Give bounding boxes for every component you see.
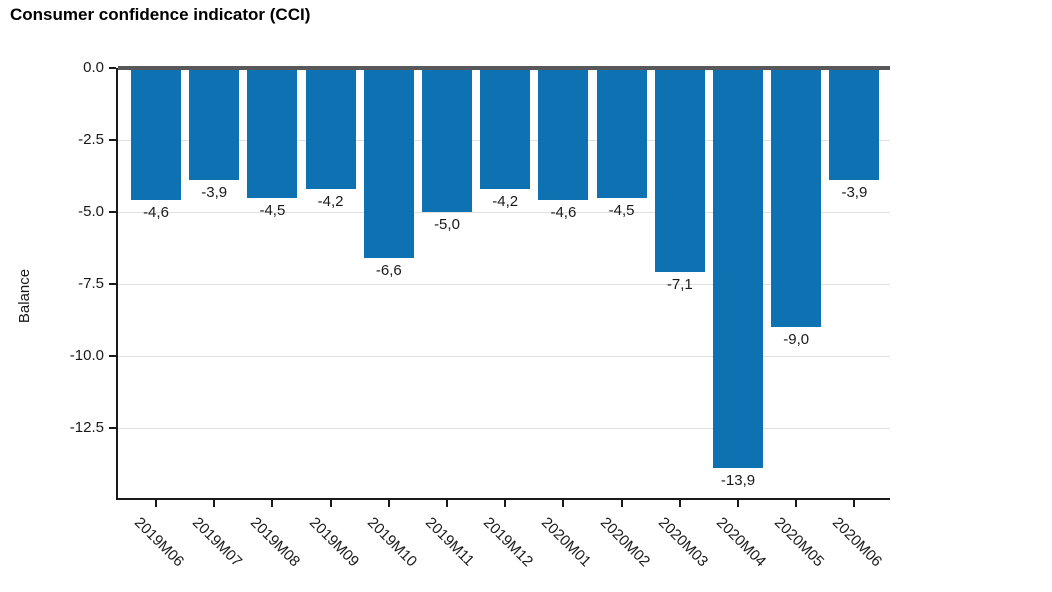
x-axis-tick-label: 2020M06	[829, 514, 886, 571]
bar-value-label: -9,0	[783, 331, 810, 349]
bar-value-label: -4,2	[317, 192, 344, 210]
x-axis-tick-label: 2020M05	[771, 514, 828, 571]
x-axis-tick	[562, 500, 565, 507]
x-axis-tick	[387, 500, 390, 507]
x-axis-tick	[795, 500, 798, 507]
x-axis-tick	[213, 500, 216, 507]
x-axis-tick-label: 2020M02	[596, 514, 653, 571]
gridline	[118, 283, 890, 285]
x-axis-tick-label: 2019M10	[363, 514, 421, 571]
zero-baseline	[118, 66, 890, 70]
x-axis-tick-label: 2020M01	[538, 514, 595, 571]
bar-value-label: -4,6	[143, 204, 169, 222]
x-axis-tick	[329, 500, 332, 507]
x-axis-tick-label: 2019M09	[305, 514, 362, 571]
bar-2020M01	[538, 68, 589, 201]
bar-2019M09	[305, 68, 356, 189]
bar-value-label: -13,9	[720, 472, 756, 490]
bar-2020M04	[713, 68, 763, 469]
bar-value-label: -6,6	[375, 262, 402, 280]
plot-area: -4,6 -3,9 -4,5 -4,2 -6,6 -5,0 -4,2 -4,6 -4,5 -7,1…	[70, 59, 890, 570]
bar-2020M05	[771, 68, 822, 328]
bar-value-label: -4,5	[259, 201, 286, 219]
x-axis-tick-label: 2020M03	[654, 514, 712, 571]
x-axis-tick	[271, 500, 274, 507]
x-axis-tick-label: 2019M06	[130, 514, 188, 571]
bar-value-label: -3,9	[201, 184, 228, 202]
bar-2019M12	[480, 68, 531, 189]
y-axis-tick	[109, 283, 116, 285]
x-axis-tick-label: 2019M07	[189, 514, 246, 571]
bar-2020M03	[654, 68, 705, 273]
y-axis-title: Balance	[16, 268, 33, 324]
x-axis-tick	[620, 500, 623, 507]
gridline	[118, 427, 890, 429]
y-axis-tick	[109, 211, 116, 213]
bar-value-label: -3,9	[841, 184, 868, 202]
bar-2020M02	[596, 68, 647, 198]
bar-2019M10	[363, 68, 414, 259]
bar-value-label: -7,1	[666, 276, 693, 294]
y-axis-tick-label: -12.5	[69, 419, 104, 436]
bar-2019M11	[422, 68, 472, 212]
y-axis-tick	[109, 355, 116, 357]
bar-value-label: -4,5	[608, 201, 635, 219]
bar-2019M07	[189, 68, 240, 181]
x-axis-line	[118, 498, 890, 500]
bar-2020M06	[829, 68, 880, 181]
bar-value-label: -4,2	[492, 192, 519, 210]
y-axis-line	[116, 68, 118, 500]
bar-value-label: -4,6	[550, 204, 577, 222]
x-axis-tick	[737, 500, 739, 507]
y-axis-tick	[109, 67, 116, 69]
y-axis-tick	[109, 427, 116, 429]
x-axis-tick	[446, 500, 448, 507]
x-axis-tick-label: 2019M11	[421, 514, 478, 570]
bar-2019M08	[247, 68, 298, 198]
y-axis-tick-label: -10.0	[69, 347, 104, 364]
x-axis-tick	[155, 500, 157, 507]
x-axis-tick-label: 2020M04	[712, 514, 770, 571]
chart-title: Consumer confidence indicator (CCI)	[10, 5, 311, 24]
y-axis-tick-label: -5.0	[78, 203, 104, 220]
bar-2019M06	[131, 68, 181, 201]
x-axis-tick	[853, 500, 856, 507]
y-axis-tick-label: -2.5	[78, 131, 104, 148]
x-axis-tick	[504, 500, 507, 507]
gridline	[118, 211, 890, 213]
y-axis-tick	[109, 139, 116, 141]
bar-value-label: -5,0	[434, 216, 460, 233]
x-axis-tick	[678, 500, 681, 507]
y-axis-tick-label: 0.0	[83, 59, 104, 76]
gridline	[118, 355, 890, 357]
x-axis-tick-label: 2019M08	[247, 514, 304, 571]
x-axis-tick-label: 2019M12	[480, 514, 537, 571]
y-axis-tick-label: -7.5	[78, 275, 104, 292]
